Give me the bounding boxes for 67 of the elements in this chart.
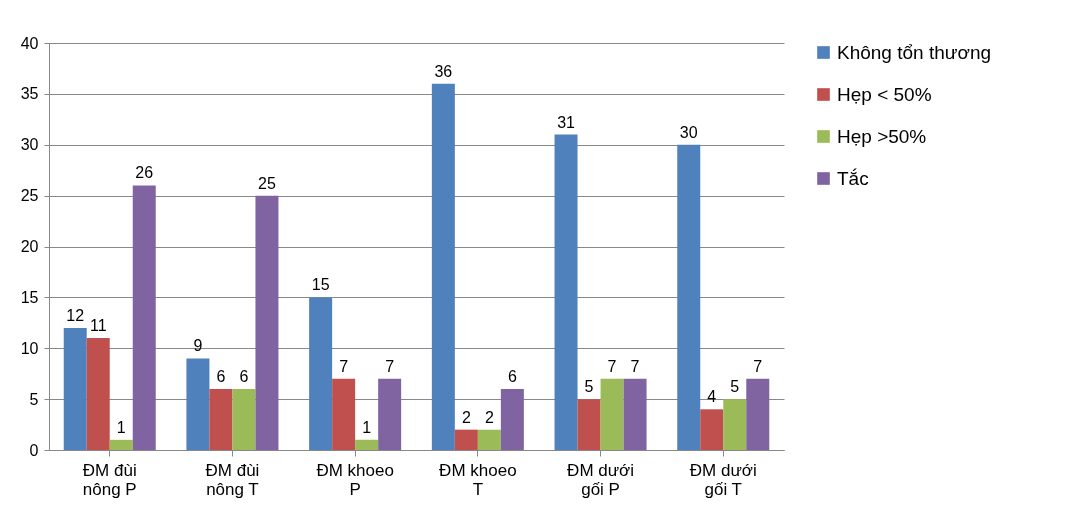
x-tick-label: ĐM đùi nông P [82,460,137,499]
data-label: 9 [193,337,203,355]
bar [355,439,379,450]
data-label: 12 [66,306,85,324]
y-tick-label: 30 [20,136,39,154]
bar [623,378,647,450]
data-label: 7 [339,357,349,375]
bar [86,338,110,450]
data-label: 7 [607,357,617,375]
legend-label: Hẹp < 50% [837,83,932,105]
bar [500,388,524,450]
bar [454,429,478,450]
x-tick-label: ĐM đùi nông T [205,460,260,499]
bar [186,358,210,450]
data-label: 1 [362,418,372,436]
y-tick-label: 20 [20,238,39,255]
data-label: 4 [707,388,717,406]
y-tick-label: 10 [20,339,39,357]
x-tick-label: ĐM dưới gối P [567,460,635,499]
bar [332,378,356,450]
bar [677,144,701,450]
data-label: 2 [484,408,494,426]
bar [700,409,724,450]
bar [132,185,156,450]
data-label: 6 [239,367,249,385]
legend-label: Hẹp >50% [837,125,927,147]
y-tick-label: 40 [20,34,39,52]
data-label: 7 [630,357,640,375]
data-label: 2 [461,408,471,426]
data-label: 6 [216,367,226,385]
bar [554,134,578,450]
y-tick-label: 0 [29,441,39,459]
data-label: 1 [116,418,126,436]
bar [477,429,501,450]
data-label: 11 [89,317,107,335]
bar [255,195,279,450]
data-label: 25 [258,174,276,192]
y-tick-label: 25 [20,187,39,205]
data-label: 7 [385,357,395,375]
data-label: 30 [679,123,698,141]
x-tick-label: ĐM khoeo T [439,460,517,499]
legend-label: Không tổn thương [837,41,992,63]
bar [309,297,333,450]
y-tick-label: 15 [20,288,39,306]
bar [232,388,256,450]
data-label: 31 [557,113,576,131]
bar [431,83,455,450]
data-label: 7 [753,357,763,375]
bar [600,378,624,450]
data-label: 5 [730,378,740,396]
bar [63,327,87,450]
x-tick-label: ĐM dưới gối T [689,460,757,499]
bar [723,399,747,450]
bar [109,439,133,450]
bar [746,378,770,450]
data-label: 15 [311,276,330,294]
bar [378,378,402,450]
data-label: 6 [507,367,517,385]
y-tick-label: 5 [29,390,39,408]
data-label: 36 [434,62,453,80]
x-tick-label: ĐM khoeo P [316,460,394,499]
data-label: 5 [584,378,594,396]
y-tick-label: 35 [20,85,39,103]
data-label: 26 [135,164,154,182]
bar [209,388,233,450]
legend-label: Tắc [837,167,869,189]
bar [577,399,601,450]
